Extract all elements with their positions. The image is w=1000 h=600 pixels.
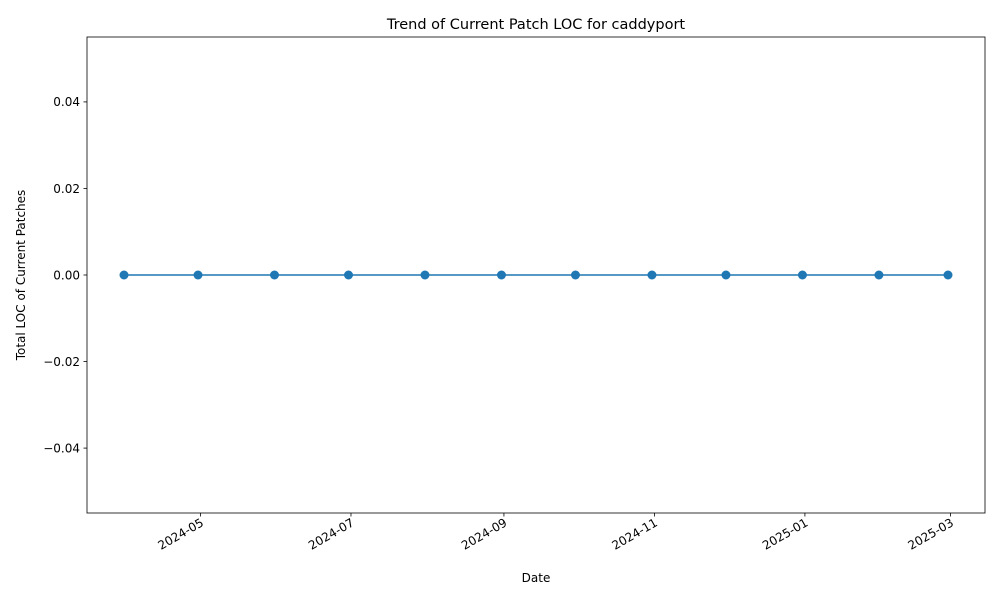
data-point (496, 270, 506, 280)
data-point (797, 270, 807, 280)
y-tick-label: 0.02 (53, 182, 80, 196)
plot-frame (86, 36, 986, 514)
x-tick-label: 2025-03 (906, 515, 956, 552)
data-point (193, 270, 203, 280)
data-point (119, 270, 129, 280)
x-tick-label: 2024-11 (609, 515, 659, 552)
data-point (874, 270, 884, 280)
x-tick-label: 2024-07 (306, 515, 356, 552)
data-point (721, 270, 731, 280)
x-tick-label: 2024-05 (156, 515, 206, 552)
y-tick-label: 0.04 (53, 95, 80, 109)
chart-title: Trend of Current Patch LOC for caddyport (386, 17, 686, 33)
y-tick-label: −0.04 (43, 441, 80, 455)
y-tick-label: −0.02 (43, 355, 80, 369)
data-point (269, 270, 279, 280)
data-point (344, 270, 354, 280)
y-tick-label: 0.00 (53, 268, 80, 282)
x-tick-label: 2025-01 (760, 515, 810, 552)
x-axis-title: Date (522, 571, 551, 585)
data-point (647, 270, 657, 280)
x-tick-label: 2024-09 (459, 515, 509, 552)
data-point (943, 270, 953, 280)
y-axis-title: Total LOC of Current Patches (14, 190, 28, 362)
data-point (420, 270, 430, 280)
data-point (570, 270, 580, 280)
